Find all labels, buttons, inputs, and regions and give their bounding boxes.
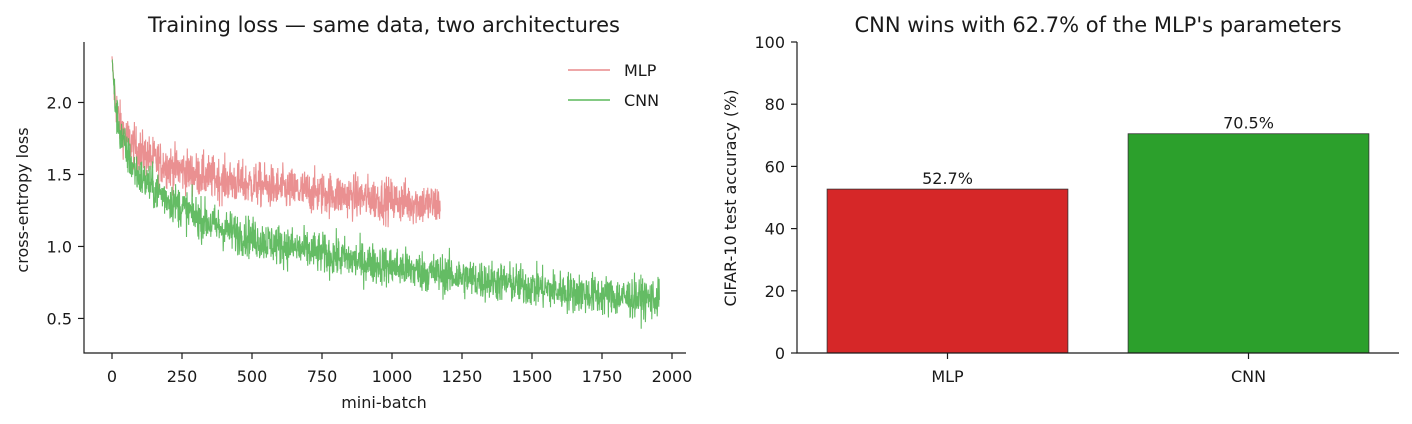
accuracy-chart: CNN wins with 62.7% of the MLP's paramet… bbox=[721, 13, 1399, 386]
loss-x-tick-label: 750 bbox=[307, 367, 338, 386]
loss-x-tick-label: 250 bbox=[167, 367, 198, 386]
accuracy-y-tick-label: 80 bbox=[765, 95, 785, 114]
accuracy-bars: 52.7% 70.5% bbox=[826, 114, 1370, 354]
loss-line-cnn bbox=[111, 58, 660, 329]
accuracy-y-tick-label: 40 bbox=[765, 220, 785, 239]
accuracy-y-tick-label: 100 bbox=[754, 33, 785, 52]
bar-cnn bbox=[1127, 133, 1370, 354]
loss-y-ticks: 0.5 1.0 1.5 2.0 bbox=[47, 93, 84, 328]
loss-chart-title: Training loss — same data, two architect… bbox=[147, 13, 620, 37]
legend-label-mlp: MLP bbox=[624, 61, 657, 80]
loss-x-tick-label: 1000 bbox=[372, 367, 413, 386]
accuracy-y-tick-label: 20 bbox=[765, 282, 785, 301]
accuracy-chart-title: CNN wins with 62.7% of the MLP's paramet… bbox=[854, 13, 1341, 37]
accuracy-y-axis-label: CIFAR-10 test accuracy (%) bbox=[721, 89, 740, 306]
loss-legend: MLP CNN bbox=[568, 61, 659, 110]
accuracy-y-ticks: 0 20 40 60 80 100 bbox=[754, 33, 797, 363]
legend-label-cnn: CNN bbox=[624, 91, 659, 110]
loss-x-tick-label: 500 bbox=[237, 367, 268, 386]
loss-x-tick-label: 1500 bbox=[512, 367, 553, 386]
loss-y-tick-label: 0.5 bbox=[47, 309, 72, 328]
accuracy-x-tick-label: MLP bbox=[931, 367, 964, 386]
bar-value-label-cnn: 70.5% bbox=[1223, 114, 1274, 133]
loss-lines bbox=[111, 56, 660, 329]
bar-mlp bbox=[826, 188, 1069, 354]
accuracy-x-ticks: MLP CNN bbox=[931, 353, 1266, 386]
loss-x-tick-label: 0 bbox=[107, 367, 117, 386]
accuracy-y-tick-label: 60 bbox=[765, 157, 785, 176]
loss-x-ticks: 0 250 500 750 1000 1250 1500 1750 2000 bbox=[107, 353, 692, 386]
loss-x-axis-label: mini-batch bbox=[341, 393, 427, 412]
loss-x-tick-label: 2000 bbox=[652, 367, 693, 386]
loss-y-tick-label: 2.0 bbox=[47, 93, 72, 112]
loss-y-tick-label: 1.5 bbox=[47, 165, 72, 184]
loss-x-tick-label: 1750 bbox=[582, 367, 623, 386]
accuracy-x-tick-label: CNN bbox=[1231, 367, 1266, 386]
loss-chart-axes bbox=[83, 42, 686, 354]
loss-y-tick-label: 1.0 bbox=[47, 237, 72, 256]
loss-x-tick-label: 1250 bbox=[442, 367, 483, 386]
loss-chart: Training loss — same data, two architect… bbox=[13, 13, 692, 412]
bar-value-label-mlp: 52.7% bbox=[922, 169, 973, 188]
loss-y-axis-label: cross-entropy loss bbox=[13, 127, 32, 272]
loss-line-mlp bbox=[111, 56, 441, 228]
accuracy-y-tick-label: 0 bbox=[775, 344, 785, 363]
